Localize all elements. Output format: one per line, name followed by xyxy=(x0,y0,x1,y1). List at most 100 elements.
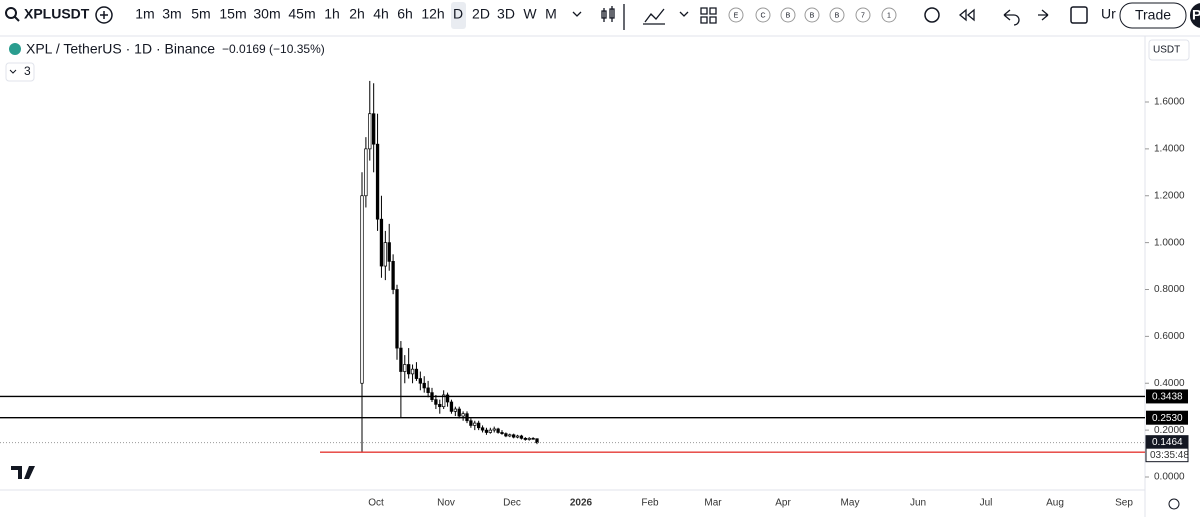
interval[interactable]: 2h xyxy=(349,6,365,22)
candle-body xyxy=(531,437,535,440)
indicator-count[interactable]: 3 xyxy=(24,64,31,78)
y-tick-label: 0.2000 xyxy=(1154,425,1185,436)
add-symbol xyxy=(100,11,108,19)
candle-body xyxy=(457,408,461,417)
interval[interactable]: 3m xyxy=(162,6,181,22)
interval[interactable]: 45m xyxy=(288,6,315,22)
level-label-box xyxy=(1146,389,1188,404)
candle-body xyxy=(484,429,489,433)
y-tick-label: 1.6000 xyxy=(1154,97,1185,108)
legend-title: XPL / TetherUS · 1D · Binance xyxy=(26,41,215,57)
x-tick-label: Apr xyxy=(775,498,791,509)
toolbar-icon[interactable] xyxy=(881,7,897,23)
candle-body xyxy=(453,408,457,412)
search-icon xyxy=(14,16,20,22)
interval[interactable]: 15m xyxy=(219,6,246,22)
interval[interactable]: M xyxy=(545,6,557,22)
search-icon[interactable] xyxy=(5,7,17,19)
candle-body xyxy=(383,242,387,267)
toolbar-icon-letter[interactable]: E xyxy=(734,12,739,19)
candle-body xyxy=(414,368,419,379)
candle-body xyxy=(364,148,368,197)
candle-body xyxy=(523,437,527,440)
layout-icon[interactable] xyxy=(1070,6,1088,24)
toolbar-icon-letter[interactable]: C xyxy=(760,12,765,19)
x-tick-label: 2026 xyxy=(570,498,593,509)
candle-body xyxy=(418,378,422,384)
x-tick-label: Dec xyxy=(503,498,521,509)
trade-button-label[interactable]: Trade xyxy=(1135,7,1171,23)
candle-body xyxy=(469,420,473,426)
chevron xyxy=(9,69,17,74)
currency-button[interactable] xyxy=(1148,39,1190,61)
candle-body xyxy=(445,394,450,403)
y-tick-label: 1.4000 xyxy=(1154,144,1185,155)
interval[interactable]: 12h xyxy=(421,6,444,22)
x-tick-label: Jun xyxy=(910,498,926,509)
settings-icon[interactable] xyxy=(1168,498,1180,510)
countdown: 03:35:48 xyxy=(1150,450,1189,461)
candle-body xyxy=(434,399,438,405)
y-tick-label: 1.2000 xyxy=(1154,190,1185,201)
candle-body xyxy=(403,364,407,372)
publish-button[interactable] xyxy=(1190,3,1200,28)
candle-body xyxy=(379,218,384,267)
level-label: 0.3438 xyxy=(1152,392,1183,403)
x-tick-label: Feb xyxy=(641,498,659,509)
candle-body xyxy=(399,347,403,372)
toolbar-icon-letter[interactable]: 1 xyxy=(887,12,891,19)
legend-change: −0.0169 (−10.35%) xyxy=(222,42,325,56)
candle-body xyxy=(515,435,520,438)
candle-body xyxy=(500,432,504,434)
interval[interactable]: 2D xyxy=(472,6,490,22)
toolbar-icon-letter[interactable]: 7 xyxy=(861,12,865,19)
last-price-label: 0.1464 xyxy=(1152,437,1183,448)
candle-body xyxy=(492,428,496,431)
interval[interactable]: D xyxy=(453,6,463,22)
currency[interactable]: USDT xyxy=(1153,45,1180,56)
x-tick-label: Sep xyxy=(1115,498,1133,509)
publish-button-label[interactable]: Pu xyxy=(1192,7,1200,23)
add-symbol[interactable] xyxy=(95,6,113,24)
y-tick-label: 1.0000 xyxy=(1154,237,1185,248)
alert-icon[interactable] xyxy=(924,7,940,23)
interval[interactable]: 1h xyxy=(324,6,340,22)
toolbar-icon-letter[interactable]: B xyxy=(810,12,815,19)
toolbar-icon[interactable] xyxy=(804,7,820,23)
interval[interactable]: 3D xyxy=(497,6,515,22)
candle-body xyxy=(449,401,454,412)
y-tick-label: 0.8000 xyxy=(1154,284,1185,295)
interval[interactable]: 6h xyxy=(397,6,413,22)
candle-body xyxy=(360,195,364,384)
candle-body xyxy=(442,394,446,408)
toolbar-icon[interactable] xyxy=(829,7,845,23)
indicators-toggle[interactable] xyxy=(5,62,35,82)
toolbar-icon[interactable] xyxy=(780,7,796,23)
toolbar-icon-letter[interactable]: B xyxy=(786,12,791,19)
tv-logo xyxy=(11,466,35,479)
candle-body xyxy=(504,433,508,437)
toolbar-icon-letter[interactable]: B xyxy=(835,12,840,19)
candle-body xyxy=(527,437,531,440)
interval[interactable]: 30m xyxy=(253,6,280,22)
interval[interactable]: 1m xyxy=(135,6,154,22)
trade-button[interactable] xyxy=(1119,2,1187,29)
interval[interactable]: 5m xyxy=(191,6,210,22)
toolbar-icon[interactable] xyxy=(855,7,871,23)
interval[interactable]: 4h xyxy=(373,6,389,22)
candle-body xyxy=(438,403,442,408)
candle-body xyxy=(477,422,481,429)
x-tick-label: Jul xyxy=(980,498,993,509)
interval[interactable]: W xyxy=(523,6,537,22)
x-tick-label: Oct xyxy=(368,498,384,509)
toolbar-icons xyxy=(572,4,1049,30)
candle-body xyxy=(387,242,391,262)
toolbar-icon[interactable] xyxy=(755,7,771,23)
candle-body xyxy=(375,143,380,220)
symbol[interactable]: XPLUSDT xyxy=(24,6,90,22)
candle-body xyxy=(535,438,539,444)
toolbar-icon[interactable] xyxy=(728,7,744,23)
candle-body xyxy=(407,364,411,375)
candle-body xyxy=(496,428,500,433)
